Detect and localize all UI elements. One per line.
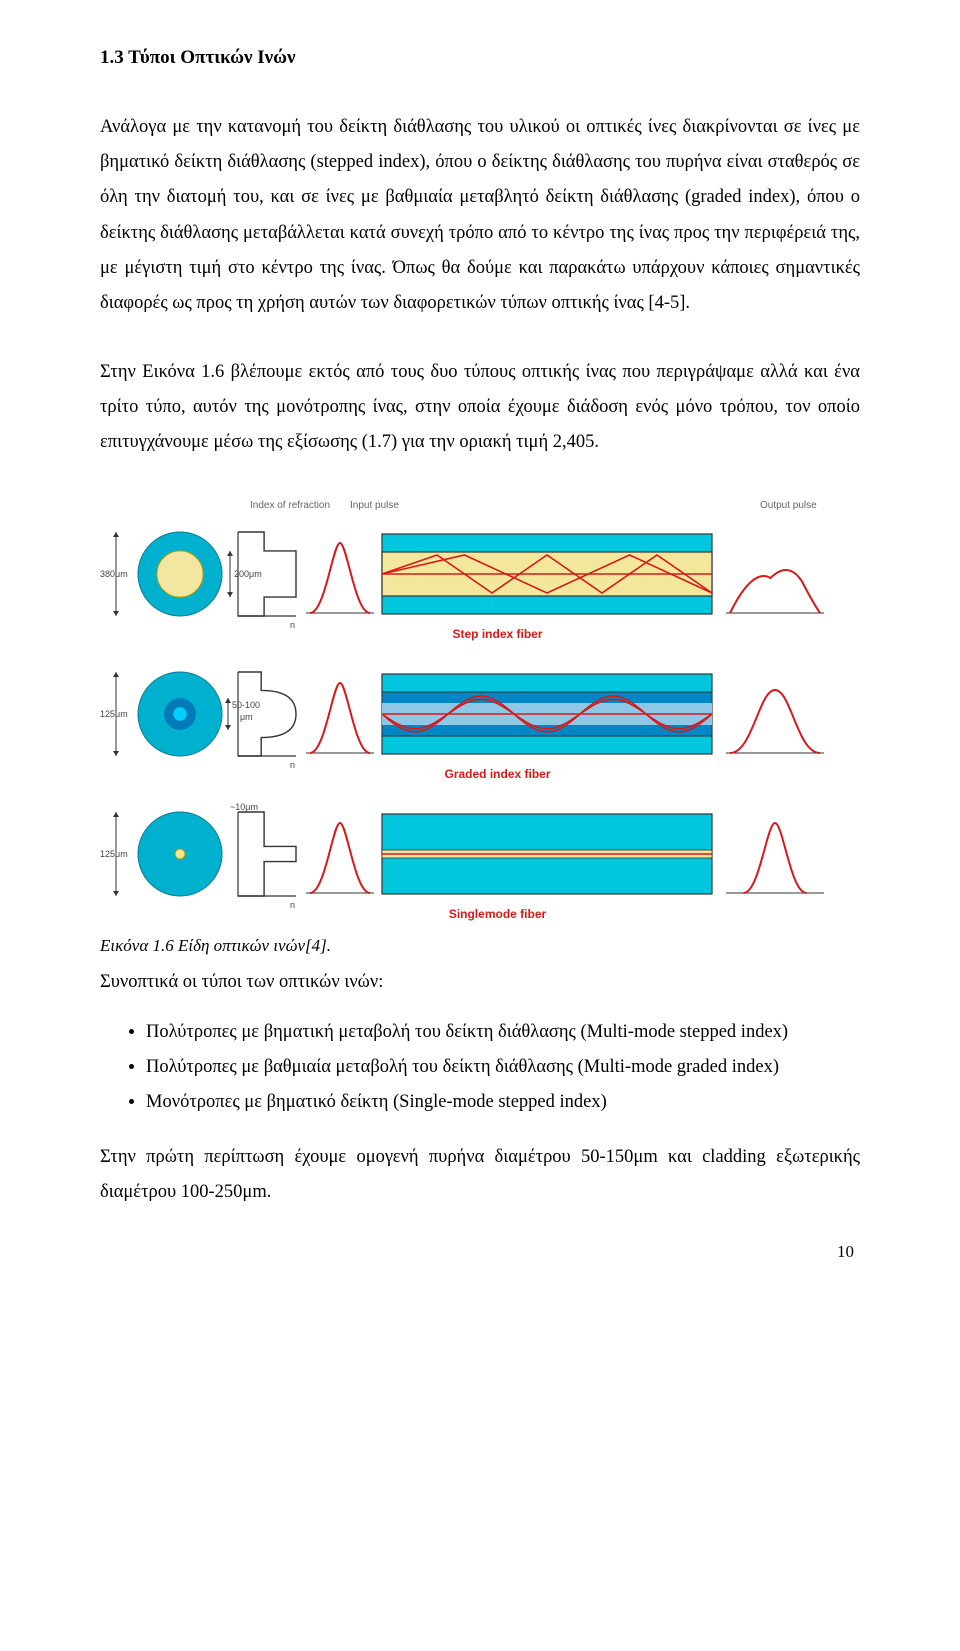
section-heading: 1.3 Τύποι Οπτικών Ινών — [100, 40, 860, 76]
svg-text:n: n — [290, 900, 295, 910]
svg-text:Index of refraction: Index of refraction — [250, 500, 330, 511]
svg-text:125μm: 125μm — [100, 849, 128, 859]
svg-text:Input pulse: Input pulse — [350, 500, 399, 511]
list-item: Πολύτροπες με βηματική μεταβολή του δείκ… — [146, 1016, 860, 1049]
svg-text:125μm: 125μm — [100, 709, 128, 719]
svg-text:50-100: 50-100 — [232, 700, 260, 710]
svg-text:μm: μm — [240, 712, 253, 722]
paragraph-final: Στην πρώτη περίπτωση έχουμε ομογενή πυρή… — [100, 1140, 860, 1210]
svg-text:n: n — [290, 620, 295, 630]
fiber-type-list: Πολύτροπες με βηματική μεταβολή του δείκ… — [100, 1016, 860, 1120]
svg-text:Singlemode fiber: Singlemode fiber — [449, 907, 547, 921]
svg-text:Step index fiber: Step index fiber — [452, 627, 542, 641]
paragraph-1: Ανάλογα με την κατανομή του δείκτη διάθλ… — [100, 110, 860, 321]
page-number: 10 — [100, 1236, 860, 1268]
svg-text:Output pulse: Output pulse — [760, 500, 817, 511]
svg-text:380μm: 380μm — [100, 569, 128, 579]
svg-text:n: n — [290, 760, 295, 770]
paragraph-2: Στην Εικόνα 1.6 βλέπουμε εκτός από τους … — [100, 355, 860, 460]
list-intro: Συνοπτικά οι τύποι των οπτικών ινών: — [100, 965, 860, 1000]
list-item: Πολύτροπες με βαθμιαία μεταβολή του δείκ… — [146, 1051, 860, 1084]
svg-text:~10μm: ~10μm — [230, 802, 258, 812]
svg-text:Graded index fiber: Graded index fiber — [444, 767, 550, 781]
list-item: Μονότροπες με βηματικό δείκτη (Single-mo… — [146, 1086, 860, 1119]
figure-caption: Εικόνα 1.6 Είδη οπτικών ινών[4]. — [100, 930, 860, 962]
figure-fiber-types: Index of refraction Input pulse Output pul… — [100, 494, 860, 924]
